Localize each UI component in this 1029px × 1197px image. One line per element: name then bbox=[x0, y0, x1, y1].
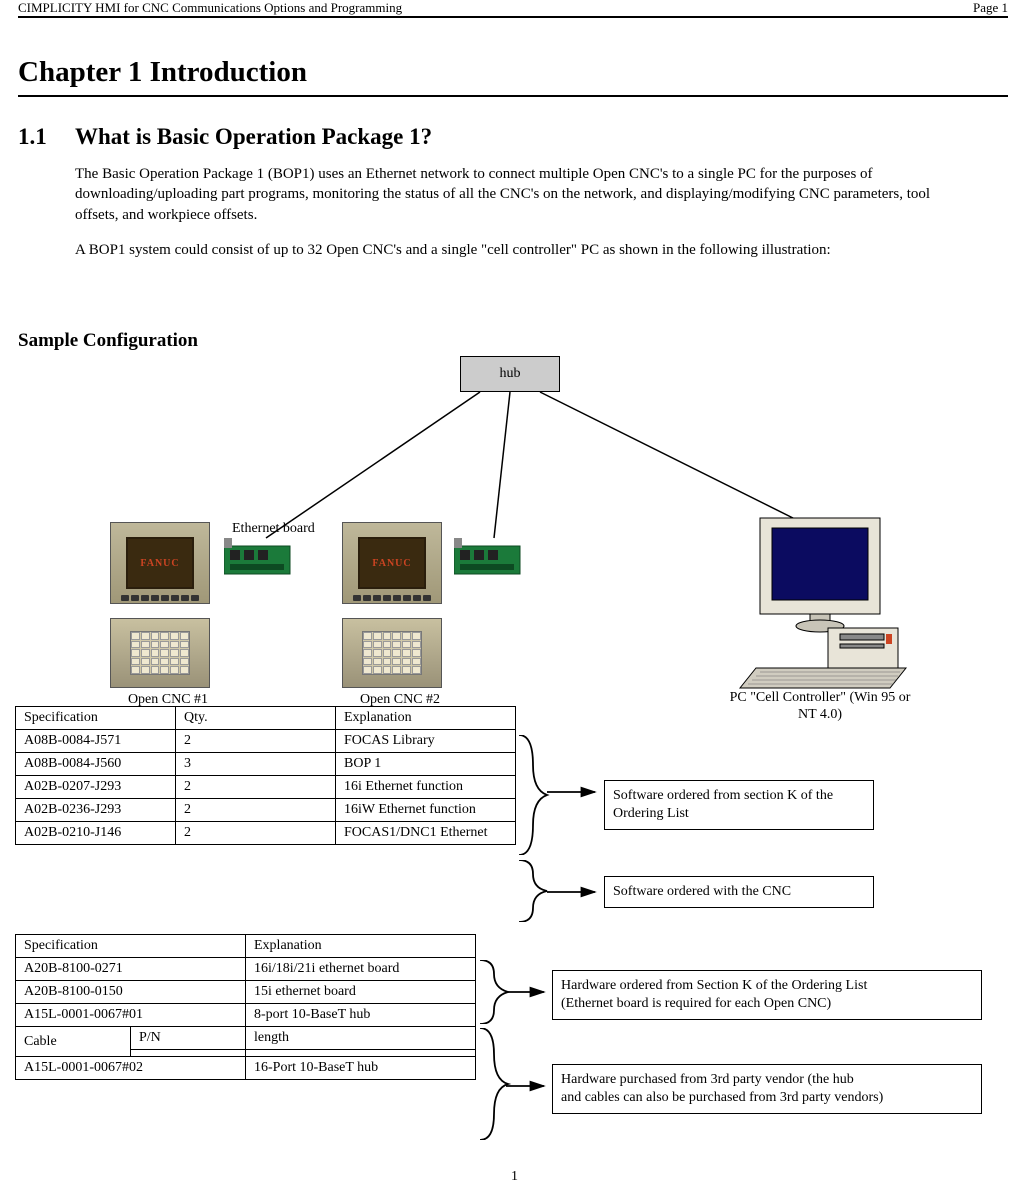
cnc-panel-2: FANUC bbox=[342, 522, 442, 688]
t1-h1: Qty. bbox=[176, 707, 336, 730]
arrow-t1-bottom bbox=[547, 882, 607, 902]
pc-cell-controller bbox=[730, 510, 920, 705]
pc-label: PC "Cell Controller" (Win 95 or NT 4.0) bbox=[720, 690, 920, 724]
arrow-t1-top bbox=[547, 782, 607, 802]
spec-table-2: Specification Explanation A20B-8100-0271… bbox=[15, 934, 476, 1080]
t1-h0: Specification bbox=[16, 707, 176, 730]
ethernet-board-2 bbox=[454, 538, 534, 576]
ethernet-board-1 bbox=[224, 538, 304, 576]
cnc-panel-1: FANUC bbox=[110, 522, 210, 688]
t1-h2: Explanation bbox=[336, 707, 516, 730]
arrow-t2-bottom bbox=[506, 1076, 556, 1096]
arrow-t2-top bbox=[506, 982, 556, 1002]
page-footer: 1 bbox=[0, 1169, 1029, 1185]
cable-label: Cable bbox=[16, 1027, 131, 1057]
ethernet-board-label: Ethernet board bbox=[232, 521, 315, 537]
callout-hw2: Hardware purchased from 3rd party vendor… bbox=[552, 1064, 982, 1114]
callout-sw2: Software ordered with the CNC bbox=[604, 876, 874, 908]
page: CIMPLICITY HMI for CNC Communications Op… bbox=[0, 0, 1029, 1197]
callout-hw1: Hardware ordered from Section K of the O… bbox=[552, 970, 982, 1020]
t2-h1: Explanation bbox=[246, 935, 476, 958]
t2-h0: Specification bbox=[16, 935, 246, 958]
spec-table-1: Specification Qty. Explanation A08B-0084… bbox=[15, 706, 516, 845]
callout-sw1: Software ordered from section K of the O… bbox=[604, 780, 874, 830]
